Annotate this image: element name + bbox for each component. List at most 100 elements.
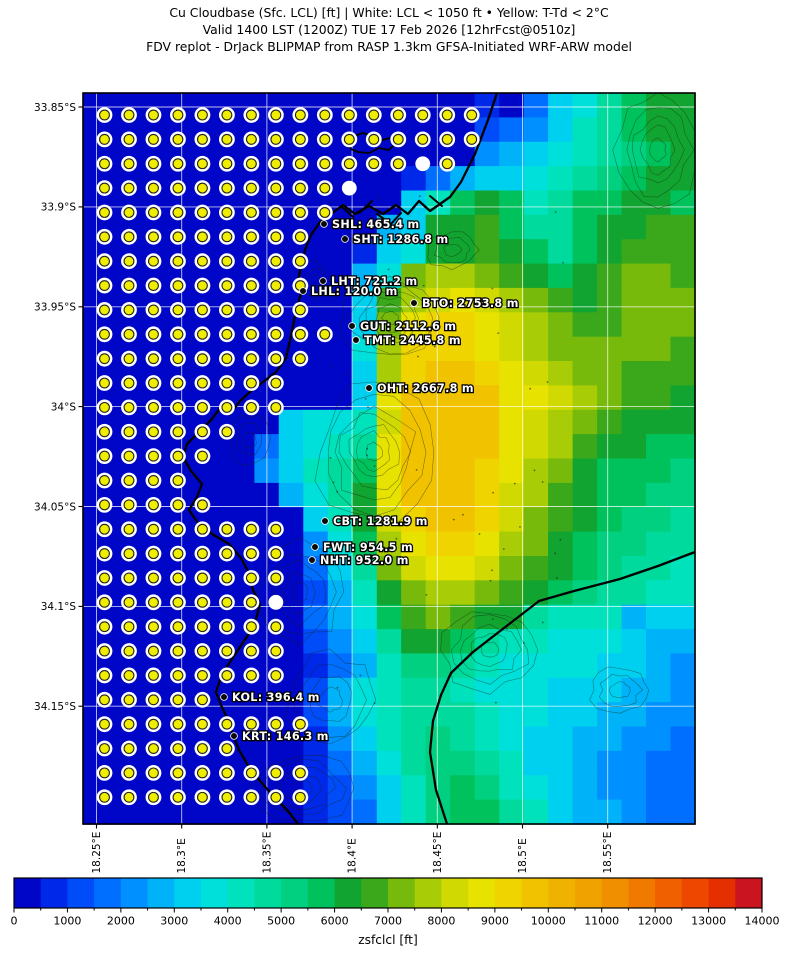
map-cell	[646, 214, 672, 240]
cu-potential-dot	[123, 499, 135, 511]
terrain-contour	[639, 124, 676, 176]
cu-potential-dot	[196, 328, 208, 340]
map-cell	[548, 677, 574, 703]
cu-potential-dot	[148, 328, 159, 340]
map-cell	[401, 629, 427, 655]
map-cell	[597, 361, 623, 387]
map-cell	[646, 531, 672, 557]
map-cell	[572, 580, 598, 606]
map-cell	[474, 336, 500, 362]
cu-potential-dot	[319, 328, 331, 340]
map-cell	[474, 214, 500, 240]
terrain-contour	[250, 755, 354, 821]
map-cell	[376, 531, 402, 557]
cu-potential-dot	[221, 645, 233, 657]
colorbar-cell	[120, 878, 149, 908]
map-cell	[597, 653, 623, 679]
cu-potential-dot	[392, 158, 404, 170]
map-cell	[425, 604, 451, 630]
cu-potential-dot	[148, 109, 159, 121]
map-cell	[597, 93, 623, 119]
map-cell	[376, 312, 402, 338]
cu-potential-dot	[245, 133, 257, 145]
cu-potential-dot	[172, 596, 184, 608]
map-cell	[572, 409, 598, 435]
cu-potential-dot	[294, 767, 306, 779]
map-cell	[597, 263, 623, 289]
cu-potential-dot	[196, 621, 208, 633]
map-cell	[278, 458, 304, 484]
cu-potential-dot	[245, 645, 257, 657]
cu-potential-dot	[417, 133, 429, 145]
map-cell	[303, 458, 329, 484]
terrain-contour	[440, 611, 539, 695]
map-cell	[499, 677, 525, 703]
terrain-speck	[329, 457, 332, 459]
colorbar-tick-label: 3000	[160, 915, 188, 928]
cu-potential-dot	[319, 182, 331, 194]
lat-tick-label: 34.15°S	[34, 701, 76, 713]
map-cell	[352, 239, 378, 265]
cu-potential-dot	[221, 231, 233, 243]
map-cell	[670, 750, 696, 776]
cu-potential-dot	[245, 669, 257, 681]
station-marker	[410, 299, 418, 307]
map-cell	[572, 775, 598, 801]
map-cell	[572, 141, 598, 167]
colorbar-cell	[575, 878, 603, 908]
colorbar-tick-label: 5000	[267, 915, 295, 928]
map-cell	[597, 531, 623, 557]
terrain-speck	[364, 398, 367, 400]
map-cell	[646, 263, 672, 289]
cu-potential-dot	[294, 718, 306, 730]
map-cell	[425, 482, 451, 508]
map-cell	[450, 799, 476, 825]
map-cell	[401, 799, 427, 825]
map-cell	[646, 629, 672, 655]
colorbar: 0 1000 2000 3000 4000 5000 6000 7000 8000 9000 100…	[11, 877, 780, 928]
colorbar-cell	[521, 878, 549, 908]
cu-potential-dot	[172, 426, 184, 438]
cu-potential-dot	[99, 328, 110, 340]
terrain-speck	[330, 297, 333, 300]
map-cell	[450, 263, 476, 289]
map-cell	[327, 336, 353, 362]
terrain-speck	[505, 627, 508, 630]
map-cell	[572, 458, 598, 484]
map-cell	[572, 629, 598, 655]
cu-potential-dot	[319, 109, 331, 121]
cu-potential-dot	[123, 621, 135, 633]
map-cell	[327, 263, 353, 289]
map-cell	[499, 141, 525, 167]
cu-potential-dot	[221, 158, 233, 170]
cu-potential-dot	[368, 109, 380, 121]
map-cell	[621, 409, 647, 435]
terrain-contour	[314, 381, 435, 523]
map-cell	[474, 409, 500, 435]
map-cell	[646, 799, 672, 825]
axes-layer: 33.85°S 33.9°S 33.95°S 34°S 34.05°S 34.1°S 34.…	[34, 102, 614, 874]
cu-potential-dot	[99, 231, 110, 243]
cu-potential-dot	[148, 572, 159, 584]
map-cell	[278, 434, 304, 460]
map-cell	[474, 604, 500, 630]
cu-potential-dot	[270, 548, 282, 560]
map-cell	[352, 799, 378, 825]
cu-potential-dot	[196, 207, 208, 218]
cu-potential-dot	[172, 280, 184, 292]
map-cell	[401, 312, 427, 338]
cu-potential-dot	[99, 743, 110, 754]
colorbar-cell	[441, 878, 469, 908]
terrain-speck	[418, 195, 421, 198]
map-cell	[352, 531, 378, 557]
station-marker	[320, 220, 328, 228]
terrain-contour	[443, 244, 463, 257]
terrain-speck	[513, 482, 516, 485]
cu-potential-dot	[245, 304, 257, 316]
cu-potential-dot	[245, 621, 257, 633]
cu-potential-dot	[245, 109, 257, 121]
cu-potential-dot	[123, 328, 135, 340]
map-cell	[401, 750, 427, 776]
terrain-speck	[436, 328, 438, 330]
